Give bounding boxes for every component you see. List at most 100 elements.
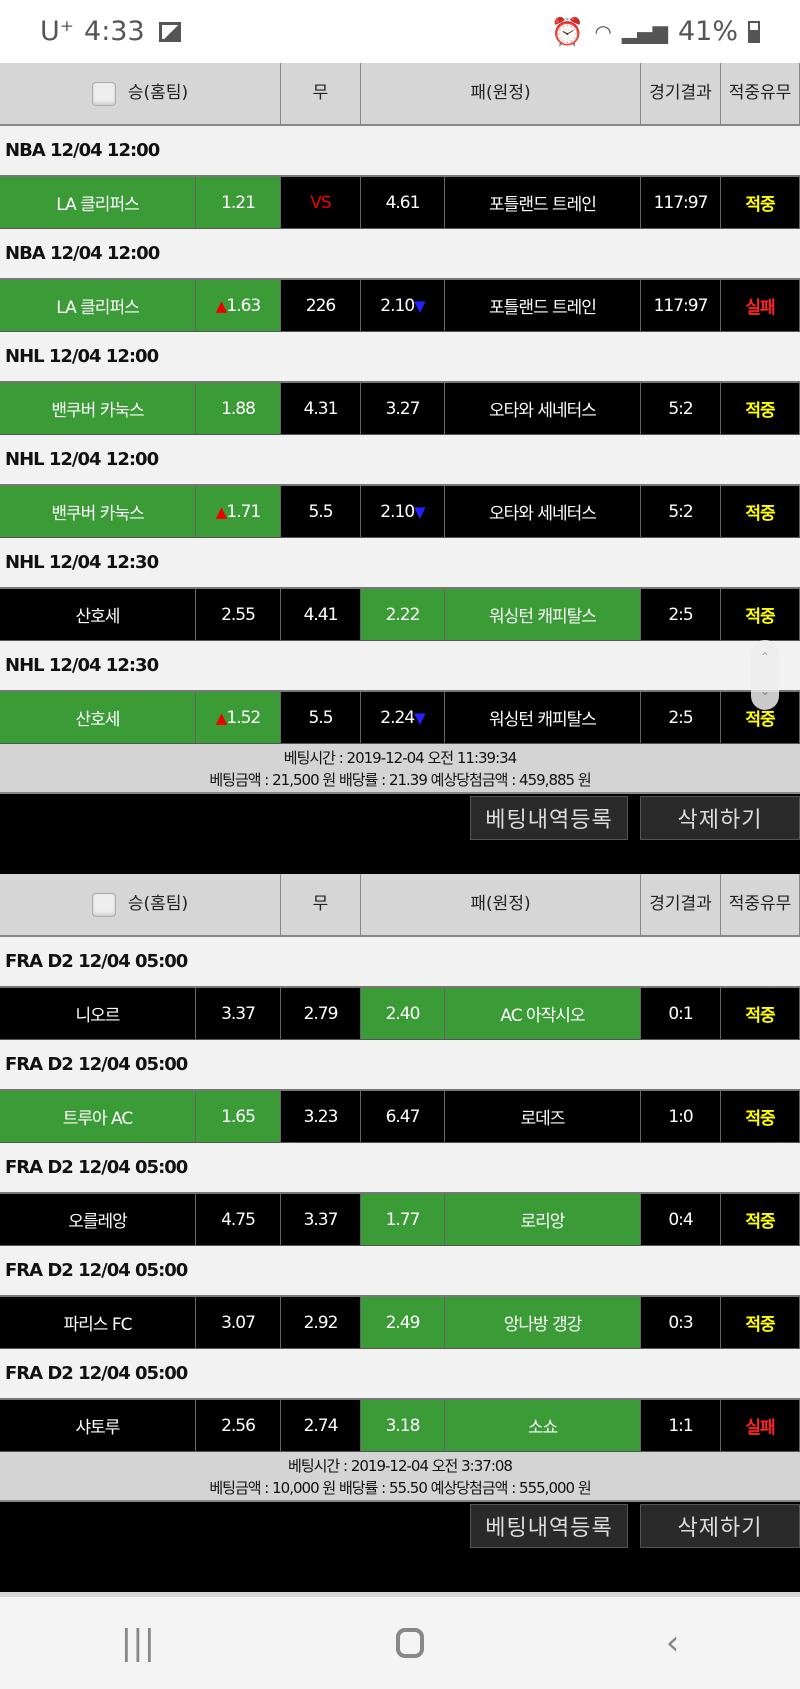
away-odds-cell[interactable]: 2.22 xyxy=(361,589,445,640)
away-odds-cell[interactable]: 2.49 xyxy=(361,1297,445,1348)
away-team-cell[interactable]: 워싱턴 캐피탈스 xyxy=(445,692,641,743)
home-team-cell[interactable]: 밴쿠버 카눅스 xyxy=(0,383,196,434)
register-bet-button[interactable]: 베팅내역등록 xyxy=(470,796,628,840)
home-team-cell[interactable]: LA 클리퍼스 xyxy=(0,280,196,331)
draw-odds-cell[interactable]: 4.41 xyxy=(281,589,361,640)
away-odds-cell-text: 3.18 xyxy=(385,1415,421,1436)
home-odds-cell[interactable]: 3.07 xyxy=(196,1297,281,1348)
battery-text: 41% xyxy=(677,16,738,47)
draw-odds-cell[interactable]: 2.92 xyxy=(281,1297,361,1348)
away-team-cell-text: 로리앙 xyxy=(520,1212,566,1232)
match-row: 파리스 FC 3.07 2.92 2.49 앙나방 갱강 0:3 적중 xyxy=(0,1297,800,1349)
away-team-cell[interactable]: 로리앙 xyxy=(445,1194,641,1245)
home-odds-cell[interactable]: 1.65 xyxy=(196,1091,281,1142)
home-odds-cell[interactable]: 4.75 xyxy=(196,1194,281,1245)
away-odds-cell[interactable]: 2.10 ▼ xyxy=(361,280,445,331)
draw-odds-cell[interactable]: 3.37 xyxy=(281,1194,361,1245)
league-time: NBA 12/04 12:00 xyxy=(0,229,800,280)
league-time: FRA D2 12/04 05:00 xyxy=(0,1040,800,1091)
away-odds-cell[interactable]: 3.18 xyxy=(361,1400,445,1451)
draw-odds-cell[interactable]: 5.5 xyxy=(281,692,361,743)
away-odds-cell[interactable]: 2.40 xyxy=(361,988,445,1039)
home-odds-cell[interactable]: 1.21 xyxy=(196,177,281,228)
away-team-cell[interactable]: 소쇼 xyxy=(445,1400,641,1451)
hit-result-cell: 적중 xyxy=(721,177,800,228)
home-team-cell[interactable]: 산호세 xyxy=(0,589,196,640)
draw-odds-cell[interactable]: 5.5 xyxy=(281,486,361,537)
home-team-cell-text: 트루아 AC xyxy=(62,1109,134,1129)
home-team-cell[interactable]: 니오르 xyxy=(0,988,196,1039)
home-odds-cell[interactable]: ▲ 1.63 xyxy=(196,280,281,331)
header-hit: 적중 유무 xyxy=(721,63,800,124)
home-odds-cell-text: 3.37 xyxy=(221,1003,256,1024)
score-cell-text: 2:5 xyxy=(668,707,693,728)
draw-odds-cell-text: 5.5 xyxy=(308,501,333,522)
score-cell: 117:97 xyxy=(641,280,721,331)
home-odds-cell[interactable]: ▲ 1.52 xyxy=(196,692,281,743)
header-hit-label: 적중 xyxy=(728,894,760,914)
away-team-cell[interactable]: 오타와 세네터스 xyxy=(445,383,641,434)
home-team-cell[interactable]: 트루아 AC xyxy=(0,1091,196,1142)
away-team-cell[interactable]: 포틀랜드 트레인 xyxy=(445,177,641,228)
carrier: U⁺ xyxy=(40,16,75,47)
away-odds-cell[interactable]: 2.24 ▼ xyxy=(361,692,445,743)
draw-odds-cell[interactable]: 4.31 xyxy=(281,383,361,434)
draw-odds-cell[interactable]: 3.23 xyxy=(281,1091,361,1142)
home-team-cell[interactable]: 샤토루 xyxy=(0,1400,196,1451)
home-icon[interactable] xyxy=(396,1628,425,1658)
home-team-cell[interactable]: 파리스 FC xyxy=(0,1297,196,1348)
away-odds-cell-text: 1.77 xyxy=(385,1209,421,1230)
home-odds-cell-text: 1.88 xyxy=(221,398,256,419)
delete-button[interactable]: 삭제하기 xyxy=(640,796,800,840)
draw-odds-cell[interactable]: 226 xyxy=(281,280,361,331)
header-result: 경기 결과 xyxy=(641,874,721,935)
draw-odds-cell[interactable]: VS xyxy=(281,177,361,228)
hit-result-cell-text: 적중 xyxy=(745,1212,775,1232)
draw-odds-cell-text: 3.37 xyxy=(303,1209,339,1230)
away-team-cell-text: 로데즈 xyxy=(520,1109,566,1129)
scroll-handle[interactable]: ⌃ ⌄ xyxy=(751,640,779,710)
battery-icon xyxy=(748,20,760,43)
back-icon[interactable]: ‹ xyxy=(665,1623,680,1663)
hit-result-cell: 실패 xyxy=(721,280,800,331)
hit-result-cell: 적중 xyxy=(721,988,800,1039)
away-team-cell[interactable]: AC 아작시오 xyxy=(445,988,641,1039)
arrow-down-icon: ▼ xyxy=(414,708,426,727)
league-time: NHL 12/04 12:30 xyxy=(0,641,800,692)
away-odds-cell[interactable]: 6.47 xyxy=(361,1091,445,1142)
home-team-cell[interactable]: LA 클리퍼스 xyxy=(0,177,196,228)
home-team-cell[interactable]: 산호세 xyxy=(0,692,196,743)
away-team-cell[interactable]: 앙나방 갱강 xyxy=(445,1297,641,1348)
score-cell-text: 2:5 xyxy=(668,604,693,625)
away-odds-cell[interactable]: 4.61 xyxy=(361,177,445,228)
home-odds-cell[interactable]: 2.55 xyxy=(196,589,281,640)
delete-button[interactable]: 삭제하기 xyxy=(640,1504,800,1548)
home-odds-cell[interactable]: 3.37 xyxy=(196,988,281,1039)
draw-odds-cell[interactable]: 2.79 xyxy=(281,988,361,1039)
select-all-checkbox[interactable] xyxy=(91,81,116,106)
arrow-up-icon: ▲ xyxy=(215,708,228,727)
away-odds-cell[interactable]: 2.10 ▼ xyxy=(361,486,445,537)
register-bet-button[interactable]: 베팅내역등록 xyxy=(470,1504,628,1548)
score-cell-text: 0:4 xyxy=(668,1209,693,1230)
recent-apps-icon[interactable]: ||| xyxy=(120,1623,156,1663)
header-result: 경기 결과 xyxy=(641,63,721,124)
away-team-cell[interactable]: 오타와 세네터스 xyxy=(445,486,641,537)
away-team-cell[interactable]: 워싱턴 캐피탈스 xyxy=(445,589,641,640)
home-odds-cell[interactable]: 1.88 xyxy=(196,383,281,434)
home-team-cell-text: 니오르 xyxy=(75,1006,121,1026)
score-cell: 5:2 xyxy=(641,486,721,537)
draw-odds-cell[interactable]: 2.74 xyxy=(281,1400,361,1451)
home-odds-cell[interactable]: ▲ 1.71 xyxy=(196,486,281,537)
away-team-cell[interactable]: 로데즈 xyxy=(445,1091,641,1142)
hit-result-cell: 적중 xyxy=(721,486,800,537)
home-odds-cell[interactable]: 2.56 xyxy=(196,1400,281,1451)
away-odds-cell[interactable]: 3.27 xyxy=(361,383,445,434)
select-all-checkbox[interactable] xyxy=(91,892,116,917)
away-team-cell[interactable]: 포틀랜드 트레인 xyxy=(445,280,641,331)
home-team-cell-text: 산호세 xyxy=(75,607,121,627)
away-odds-cell[interactable]: 1.77 xyxy=(361,1194,445,1245)
home-team-cell[interactable]: 밴쿠버 카눅스 xyxy=(0,486,196,537)
wifi-icon: ◠ xyxy=(594,19,612,44)
home-team-cell[interactable]: 오를레앙 xyxy=(0,1194,196,1245)
